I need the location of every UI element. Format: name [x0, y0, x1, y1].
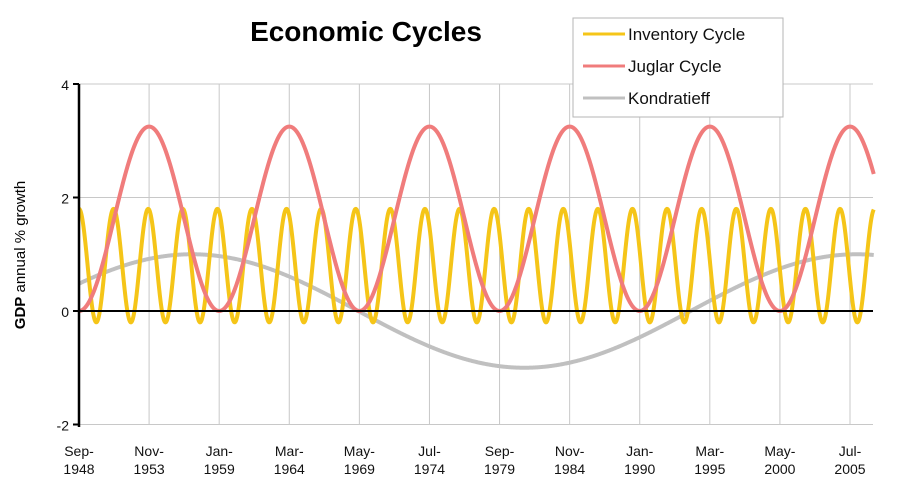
x-tick-label-year: 1959: [204, 461, 235, 477]
y-tick-label: 0: [61, 304, 69, 320]
y-tick-labels: -2 0 2 4: [57, 77, 79, 434]
x-tick-label-year: 1948: [63, 461, 94, 477]
x-tick-label-year: 2000: [764, 461, 795, 477]
x-tick-label-month: Sep-: [64, 443, 94, 459]
legend-label: Inventory Cycle: [628, 25, 745, 44]
x-tick-label-year: 1990: [624, 461, 655, 477]
x-tick-label-month: May-: [344, 443, 375, 459]
x-tick-label-month: Jan-: [206, 443, 234, 459]
y-tick-label: 2: [61, 191, 69, 207]
legend: Inventory Cycle Juglar Cycle Kondratieff: [572, 17, 784, 118]
x-tick-label-year: 1995: [694, 461, 725, 477]
y-tick-label: 4: [61, 77, 69, 93]
legend-label: Kondratieff: [628, 89, 710, 108]
y-axis-label-rest: annual % growth: [12, 181, 29, 297]
x-tick-label-month: Mar-: [275, 443, 304, 459]
series-line-juglar-cycle: [77, 124, 876, 313]
chart-title: Economic Cycles: [250, 16, 482, 47]
x-tick-label-month: Jul-: [839, 443, 862, 459]
series-line-inventory-cycle: [77, 206, 876, 325]
y-tick-label: -2: [57, 418, 70, 434]
legend-label: Juglar Cycle: [628, 57, 722, 76]
x-tick-label-year: 1984: [554, 461, 585, 477]
x-tick-labels: Sep- 1948 Nov- 1953 Jan- 1959 Mar- 1964 May- 1969…: [63, 443, 865, 477]
y-axis-label: GDP annual % growth: [12, 181, 29, 329]
x-tick-label-month: May-: [764, 443, 795, 459]
x-tick-label-year: 1964: [274, 461, 305, 477]
x-tick-label-month: Mar-: [695, 443, 724, 459]
x-tick-label-month: Nov-: [134, 443, 164, 459]
y-axis-label-bold: GDP: [12, 297, 29, 330]
x-tick-label-year: 1979: [484, 461, 515, 477]
x-tick-label-month: Jan-: [626, 443, 654, 459]
x-tick-label-month: Jul-: [418, 443, 441, 459]
x-tick-label-year: 2005: [834, 461, 865, 477]
series-layer: [77, 124, 876, 370]
x-tick-label-year: 1953: [134, 461, 165, 477]
x-tick-label-month: Nov-: [555, 443, 585, 459]
axes: [77, 84, 873, 427]
x-tick-label-year: 1974: [414, 461, 445, 477]
x-tick-label-month: Sep-: [485, 443, 515, 459]
x-tick-label-year: 1969: [344, 461, 375, 477]
